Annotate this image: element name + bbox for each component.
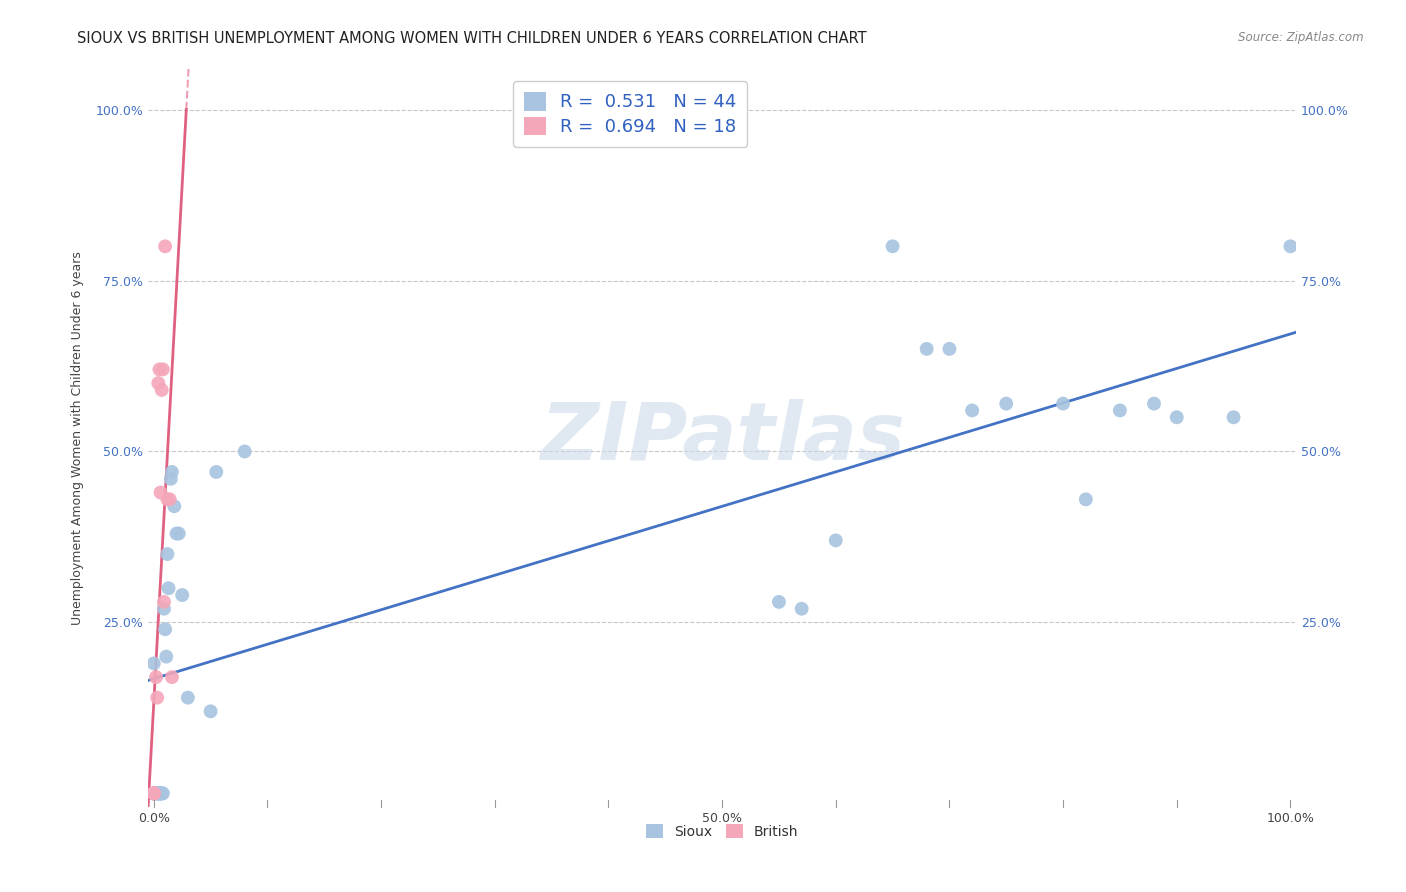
Point [233,444,256,458]
Point [157,581,180,595]
Point [159,472,181,486]
Point [882,239,904,253]
Point [938,342,960,356]
Point [150,786,173,800]
Point [145,786,167,800]
Point [142,786,165,800]
Point [143,786,166,800]
Point [960,403,983,417]
Point [146,786,169,800]
Point [1279,239,1302,253]
Y-axis label: Unemployment Among Women with Children Under 6 years: Unemployment Among Women with Children U… [72,251,84,624]
Point [824,533,846,548]
Point [167,526,190,541]
Point [163,499,186,513]
Point [152,362,174,376]
Point [155,649,177,664]
Point [1143,396,1166,410]
Point [148,376,170,390]
Point [142,657,165,671]
Text: Source: ZipAtlas.com: Source: ZipAtlas.com [1239,31,1364,45]
Point [153,595,176,609]
Point [142,786,165,800]
Point [768,595,790,609]
Text: SIOUX VS BRITISH UNEMPLOYMENT AMONG WOMEN WITH CHILDREN UNDER 6 YEARS CORRELATIO: SIOUX VS BRITISH UNEMPLOYMENT AMONG WOME… [77,31,868,46]
Point [146,786,169,800]
Point [153,239,176,253]
Point [172,588,194,602]
Point [149,786,172,800]
Point [148,786,170,800]
Point [149,786,172,800]
Point [148,786,170,800]
Point [177,690,200,705]
Point [150,383,173,397]
Point [166,526,188,541]
Point [142,786,165,800]
Point [915,342,938,356]
Point [205,465,228,479]
Point [156,547,179,561]
Point [153,601,176,615]
Point [1074,492,1097,507]
Point [153,622,176,636]
Point [149,485,172,500]
Point [148,786,170,800]
Point [1109,403,1132,417]
Point [160,465,183,479]
Point [146,690,169,705]
Point [1166,410,1188,425]
Text: ZIPatlas: ZIPatlas [540,399,904,477]
Point [995,396,1018,410]
Point [1222,410,1244,425]
Point [148,362,170,376]
Point [156,492,179,507]
Point [142,786,165,800]
Point [148,786,170,800]
Point [159,492,181,507]
Point [142,786,165,800]
Point [150,786,173,800]
Legend: Sioux, British: Sioux, British [641,819,804,845]
Point [200,704,222,718]
Point [160,670,183,684]
Point [152,786,174,800]
Point [145,670,167,684]
Point [790,601,813,615]
Point [1052,396,1074,410]
Point [142,786,165,800]
